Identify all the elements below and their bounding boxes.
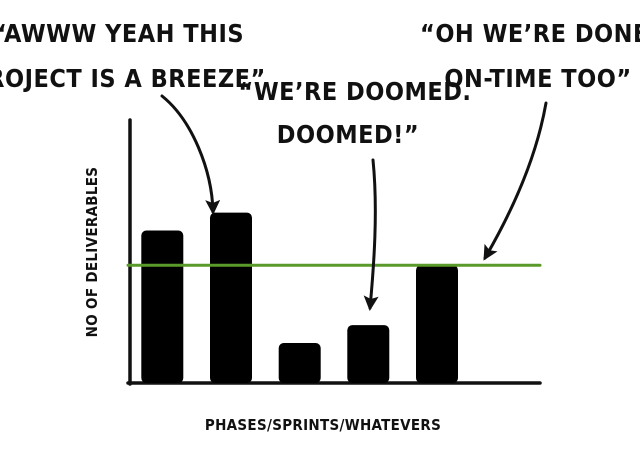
annotation-breeze-line-2: PROJECT IS A BREEZE” (0, 64, 266, 93)
bar-3 (278, 343, 321, 383)
annotation-done-line-1: “OH WE’RE DONE... (420, 19, 640, 48)
bar-1 (141, 230, 184, 383)
bar-2 (210, 212, 252, 383)
bar-5 (416, 265, 458, 383)
arrow-done (483, 101, 548, 261)
annotation-breeze-line-1: “AWWW YEAH THIS (0, 19, 244, 48)
arrow-doomed (363, 158, 379, 311)
annotation-doomed-line-2: DOOMED!” (277, 120, 419, 149)
arrow-breeze (160, 94, 221, 215)
x-axis-label: PHASES/SPRINTS/WHATEVERS (205, 416, 441, 434)
annotation-done-line-2: ON-TIME TOO” (444, 64, 631, 93)
bar-4 (347, 325, 390, 383)
bars-group (141, 212, 458, 383)
y-axis-label: NO OF DELIVERABLES (83, 167, 101, 338)
annotation-doomed-line-1: “WE’RE DOOMED. (239, 77, 472, 106)
